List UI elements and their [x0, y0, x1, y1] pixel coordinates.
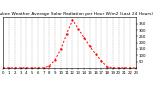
Title: Milwaukee Weather Average Solar Radiation per Hour W/m2 (Last 24 Hours): Milwaukee Weather Average Solar Radiatio…: [0, 12, 153, 16]
